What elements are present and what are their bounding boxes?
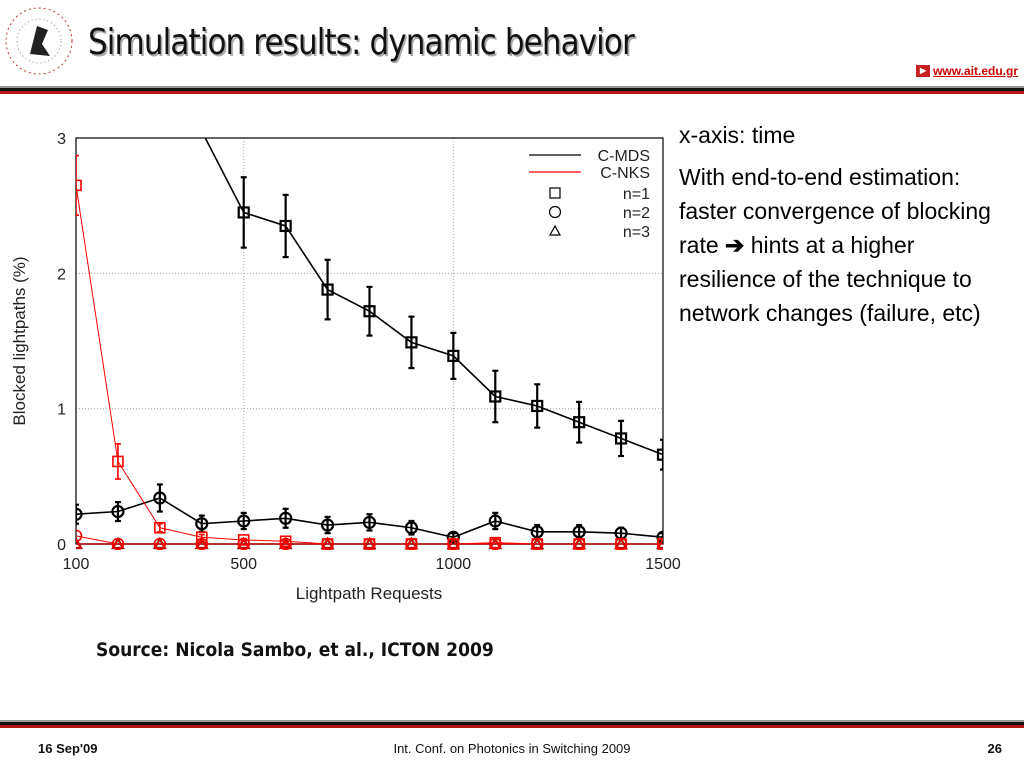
triangle-marker: [237, 537, 251, 549]
side-notes: x-axis: time With end-to-end estimation:…: [679, 118, 1009, 338]
note-paragraph: With end-to-end estimation: faster conve…: [679, 160, 1009, 330]
note-x-axis: x-axis: time: [679, 122, 796, 148]
circle-marker: [362, 515, 377, 529]
series-c-mds-n-1: [197, 126, 663, 471]
square-marker: [405, 336, 418, 349]
square-marker: [237, 206, 250, 219]
circle-marker: [195, 517, 209, 531]
square-marker: [112, 455, 124, 468]
circle-marker: [237, 514, 251, 528]
y-axis-label: Blocked lightpaths (%): [10, 256, 29, 425]
footer-page-number: 26: [987, 741, 1002, 756]
triangle-marker: [572, 537, 586, 549]
square-marker: [195, 531, 208, 544]
triangle-marker: [405, 537, 418, 549]
circle-marker: [320, 518, 335, 532]
x-tick-label: 1500: [645, 556, 681, 573]
circle-marker: [656, 530, 663, 544]
legend-label: C-NKS: [600, 165, 650, 182]
circle-marker: [111, 504, 125, 519]
header-divider: [0, 86, 1024, 88]
square-marker: [656, 448, 663, 461]
x-tick-label: 500: [230, 556, 257, 573]
legend-label: n=2: [623, 205, 650, 222]
square-marker: [573, 416, 586, 429]
y-tick-label: 1: [57, 402, 66, 419]
y-tick-label: 0: [57, 537, 66, 554]
triangle-marker: [76, 537, 83, 549]
triangle-marker: [153, 537, 167, 549]
triangle-marker: [656, 537, 663, 549]
legend-label: n=3: [623, 224, 650, 241]
triangle-marker: [279, 537, 293, 549]
triangle-marker: [530, 537, 544, 549]
square-marker: [197, 126, 207, 136]
triangle-marker: [446, 537, 460, 549]
header-divider-dark: [0, 88, 1024, 91]
x-tick-label: 1000: [436, 556, 472, 573]
website-link-container[interactable]: ▶ www.ait.edu.gr: [916, 64, 1018, 78]
footer-date: 16 Sep'09: [38, 741, 98, 756]
triangle-marker: [548, 224, 562, 236]
source-citation: Source: Nicola Sambo, et al., ICTON 2009: [96, 639, 494, 661]
circle-marker: [279, 511, 293, 525]
footer-conference: Int. Conf. on Photonics in Switching 200…: [393, 741, 631, 756]
footer-divider: [0, 720, 1024, 722]
note-text-2: hints at a higher resilience of the tech…: [679, 232, 981, 326]
circle-marker: [446, 530, 460, 544]
page-title: Simulation results: dynamic behavior: [88, 22, 635, 63]
y-tick-label: 3: [57, 131, 66, 148]
series-c-nks-n-3: [76, 537, 663, 549]
square-marker: [489, 390, 502, 403]
circle-marker: [488, 514, 502, 528]
triangle-marker: [363, 537, 376, 549]
circle-marker: [404, 521, 419, 535]
footer-divider-red: [0, 725, 1024, 728]
series-line: [76, 185, 663, 545]
series-line: [204, 138, 663, 456]
circle-marker: [548, 205, 562, 219]
header-divider-red: [0, 91, 1024, 94]
square-marker: [237, 534, 250, 546]
blocking-chart: 100 500 1000 1500 0 1 2 3 Lightpath Requests Bl…: [10, 126, 681, 603]
square-marker: [447, 349, 460, 362]
square-marker: [363, 305, 376, 318]
y-tick-label: 2: [57, 266, 66, 283]
x-tick-label: 100: [63, 556, 90, 573]
website-link[interactable]: www.ait.edu.gr: [933, 64, 1018, 78]
footer-divider-dark: [0, 722, 1024, 725]
circle-marker: [76, 529, 83, 543]
triangle-marker: [488, 537, 502, 549]
circle-marker: [153, 491, 167, 505]
square-marker: [549, 187, 561, 199]
x-axis-label: Lightpath Requests: [296, 584, 443, 603]
circle-marker: [76, 507, 83, 521]
triangle-marker: [614, 537, 628, 549]
note-text-1: With end-to-end estimation: faster conve…: [679, 164, 991, 258]
series-c-mds-n-2: [76, 483, 663, 544]
plot-frame: [75, 137, 664, 545]
square-marker: [279, 219, 292, 233]
square-marker: [531, 399, 544, 413]
square-marker: [76, 179, 82, 192]
ait-logo: [5, 7, 73, 75]
triangle-marker: [321, 537, 334, 549]
triangle-marker: [195, 537, 209, 549]
square-marker: [321, 283, 334, 296]
legend-label: n=1: [623, 186, 650, 203]
play-icon: ▶: [916, 65, 931, 77]
legend-label: C-MDS: [598, 148, 650, 165]
square-marker: [154, 521, 166, 534]
square-marker: [614, 432, 628, 445]
right-arrow-icon: ➔: [725, 232, 745, 258]
triangle-marker: [111, 537, 125, 549]
